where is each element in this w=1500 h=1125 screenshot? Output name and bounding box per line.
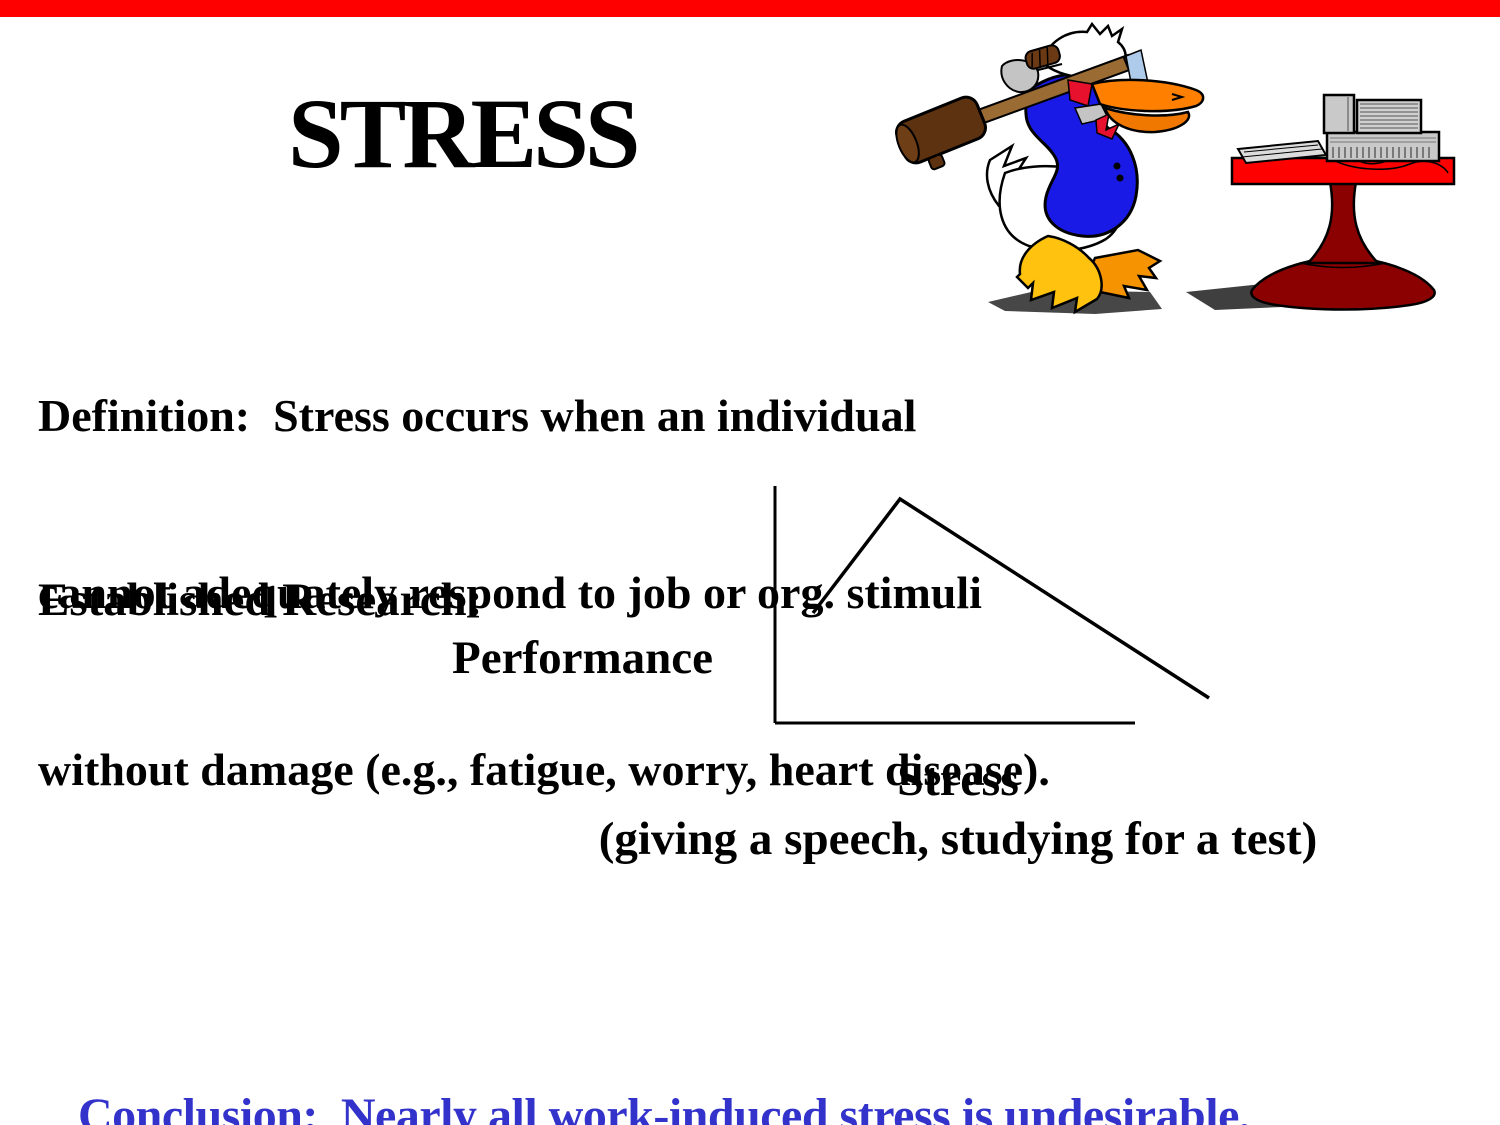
definition-line: Definition: Stress occurs when an indivi… bbox=[38, 390, 917, 441]
computer-base-unit bbox=[1325, 130, 1441, 163]
duck-hammer-clipart bbox=[895, 21, 1205, 315]
chart-x-axis-label: Stress bbox=[897, 753, 1019, 806]
chart-y-axis-label: Performance bbox=[452, 632, 713, 684]
table-base bbox=[1250, 255, 1436, 311]
duck-beak-lower bbox=[1103, 106, 1191, 134]
computer-left-box bbox=[1322, 93, 1356, 135]
performance-stress-chart bbox=[773, 486, 1210, 725]
conclusion-text: Conclusion: Nearly all work-induced stre… bbox=[78, 958, 1251, 1125]
duck-near-foot bbox=[1015, 234, 1103, 315]
chart-x-axis-labels: Stress (giving a speech, studying for a … bbox=[552, 748, 1364, 866]
slide-title: STRESS bbox=[288, 78, 640, 189]
table-stem bbox=[1305, 180, 1381, 265]
computer-table-clipart bbox=[1186, 93, 1456, 311]
duck-beak-upper bbox=[1090, 78, 1205, 113]
established-research-label: Established Research: bbox=[38, 574, 483, 626]
conclusion-line: Conclusion: Nearly all work-induced stre… bbox=[78, 1089, 1251, 1125]
chart-x-axis-sublabel: (giving a speech, studying for a test) bbox=[598, 813, 1318, 865]
definition-line: cannot adequately respond to job or org.… bbox=[38, 567, 982, 618]
definition-line: without damage (e.g., fatigue, worry, he… bbox=[38, 744, 1050, 795]
top-border-bar bbox=[0, 0, 1500, 17]
mallet-head bbox=[895, 95, 987, 171]
definition-text: Definition: Stress occurs when an indivi… bbox=[38, 268, 1158, 917]
